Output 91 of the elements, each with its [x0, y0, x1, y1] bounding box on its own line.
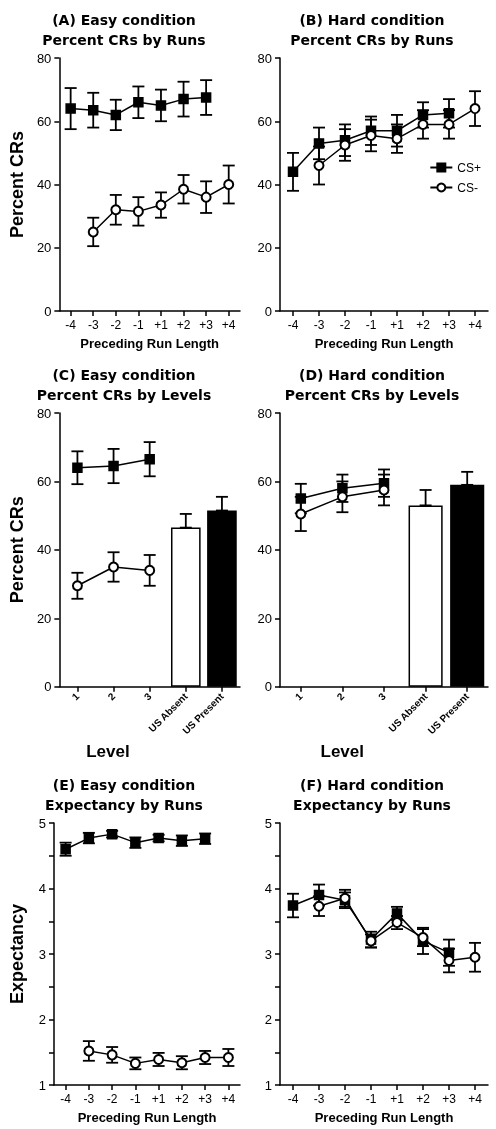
x-axis-title: Level	[320, 742, 364, 761]
x-tick-label: +2	[175, 1092, 190, 1106]
y-tick-label: 20	[36, 610, 52, 626]
y-tick-label: 40	[257, 177, 272, 192]
y-axis-title: Percent CRs	[7, 496, 27, 604]
y-axis-title: Percent CRs	[7, 130, 27, 239]
x-tick-label: +3	[198, 1092, 213, 1106]
x-tick-label: +4	[468, 318, 483, 332]
x-tick-label: 1	[69, 690, 82, 703]
chart-subtitle: Percent CRs by Levels	[284, 387, 460, 403]
y-tick-label: 60	[257, 473, 272, 489]
x-tick-label: +4	[221, 1092, 236, 1106]
x-axis-title: Level	[86, 742, 130, 761]
y-tick-label: 20	[257, 240, 272, 256]
y-tick-label: 40	[257, 542, 272, 558]
x-tick-label: +3	[442, 1092, 457, 1106]
y-tick-label: 60	[36, 473, 52, 489]
x-tick-label: 3	[376, 690, 389, 703]
x-axis-title: Preceding Run Length	[314, 1110, 454, 1125]
y-tick-label: 0	[44, 679, 52, 695]
x-tick-label: +3	[442, 318, 457, 332]
x-tick-label: -2	[110, 318, 122, 332]
x-tick-label: -3	[87, 318, 99, 332]
chart-title: (C) Easy condition	[52, 367, 196, 383]
y-axis-title: Expectancy	[7, 903, 27, 1005]
x-tick-label: -2	[339, 1092, 351, 1106]
x-tick-label: 3	[141, 690, 154, 703]
y-tick-label: 0	[44, 303, 52, 319]
y-tick-label: 1	[264, 1077, 272, 1093]
legend-label: CS+	[457, 160, 482, 175]
x-tick-label: -2	[106, 1092, 118, 1106]
x-tick-label: -1	[133, 318, 145, 332]
chart-title: (F) Hard condition	[300, 777, 444, 793]
y-tick-label: 80	[257, 405, 272, 421]
x-tick-label: 2	[334, 690, 347, 703]
x-tick-label: +2	[416, 318, 431, 332]
x-tick-label: +4	[468, 1092, 483, 1106]
x-tick-label: -4	[65, 318, 77, 332]
chart-subtitle: Percent CRs by Runs	[290, 32, 454, 48]
x-tick-label: -1	[130, 1092, 142, 1106]
x-tick-label: -4	[60, 1092, 72, 1106]
chart-title: (A) Easy condition	[52, 12, 196, 28]
x-axis-title: Preceding Run Length	[314, 336, 454, 351]
y-tick-label: 40	[36, 542, 52, 558]
y-tick-label: 1	[38, 1077, 46, 1093]
y-tick-label: 0	[264, 679, 272, 695]
y-tick-label: 2	[38, 1012, 46, 1027]
y-tick-label: 80	[257, 50, 272, 66]
y-tick-label: 60	[36, 113, 52, 129]
y-tick-label: 0	[264, 303, 272, 319]
x-tick-label: -3	[83, 1092, 95, 1106]
x-tick-label: -1	[365, 318, 377, 332]
y-tick-label: 3	[38, 946, 46, 962]
x-tick-label: +2	[416, 1092, 431, 1106]
y-tick-label: 80	[36, 50, 52, 66]
x-axis-title: Preceding Run Length	[77, 1110, 217, 1125]
x-tick-label: -3	[313, 318, 325, 332]
x-tick-label: +2	[176, 318, 191, 332]
x-tick-label: +4	[221, 318, 236, 332]
chart-subtitle: Percent CRs by Levels	[36, 387, 212, 403]
y-tick-label: 20	[36, 240, 52, 256]
x-tick-label: -4	[287, 318, 299, 332]
chart-subtitle: Expectancy by Runs	[45, 797, 203, 813]
y-tick-label: 5	[38, 815, 46, 831]
x-tick-label: 1	[292, 690, 305, 703]
x-tick-label: +1	[151, 1092, 166, 1106]
chart-subtitle: Expectancy by Runs	[293, 797, 451, 813]
chart-subtitle: Percent CRs by Runs	[42, 32, 206, 48]
y-tick-label: 60	[257, 113, 272, 129]
y-tick-label: 2	[264, 1012, 272, 1027]
y-tick-label: 40	[36, 177, 52, 192]
chart-title: (D) Hard condition	[298, 367, 446, 383]
x-axis-title: Preceding Run Length	[80, 336, 220, 351]
x-tick-label: 2	[105, 690, 118, 703]
x-tick-label: +1	[154, 318, 169, 332]
y-tick-label: 80	[36, 405, 52, 421]
x-tick-label: +1	[390, 318, 405, 332]
chart-title: (E) Easy condition	[52, 777, 196, 793]
legend-label: CS-	[457, 180, 478, 195]
x-tick-label: -4	[287, 1092, 299, 1106]
x-tick-label: -1	[365, 1092, 377, 1106]
x-tick-label: +1	[390, 1092, 405, 1106]
x-tick-label: -3	[313, 1092, 325, 1106]
y-tick-label: 4	[38, 881, 46, 896]
y-tick-label: 20	[257, 610, 272, 626]
y-tick-label: 3	[264, 946, 272, 962]
y-tick-label: 4	[264, 881, 272, 896]
chart-title: (B) Hard condition	[299, 12, 445, 28]
x-tick-label: -2	[339, 318, 351, 332]
x-tick-label: +3	[199, 318, 214, 332]
y-tick-label: 5	[264, 815, 272, 831]
